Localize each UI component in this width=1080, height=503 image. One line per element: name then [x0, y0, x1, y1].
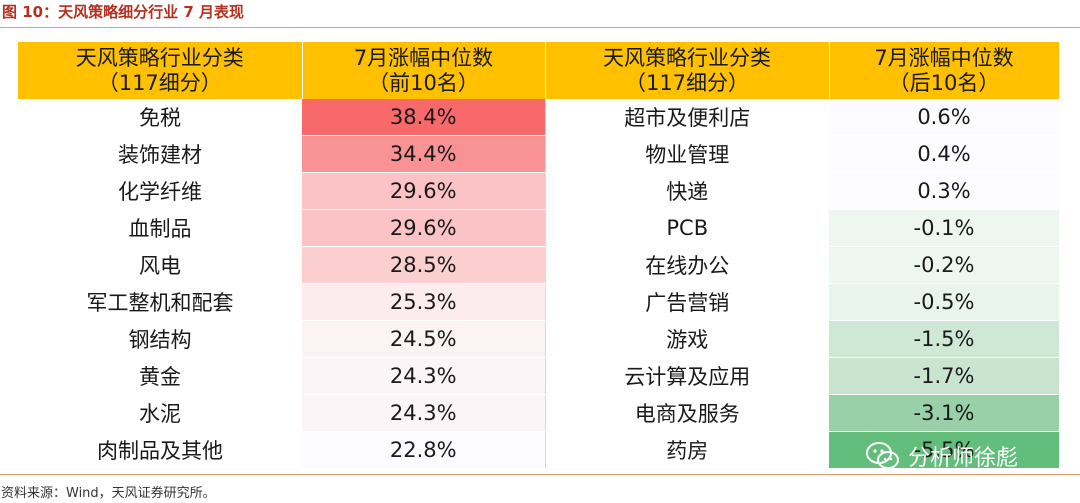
top-value-cell: 25.3% [302, 283, 545, 321]
bottom-industry-cell: 电商及服务 [544, 394, 829, 432]
bottom-value-cell: -0.2% [829, 246, 1059, 284]
table-row: 装饰建材 34.4% 物业管理 0.4% [18, 135, 1059, 173]
top-value-cell: 22.8% [302, 431, 545, 469]
bottom-industry-cell: 超市及便利店 [544, 99, 829, 136]
table-row: 血制品 29.6% PCB -0.1% [18, 209, 1059, 247]
bottom-value-cell: -3.1% [829, 394, 1059, 432]
top-value-cell: 24.3% [302, 394, 545, 432]
header-line: （117细分） [624, 70, 750, 95]
top-industry-cell: 军工整机和配套 [18, 283, 302, 321]
table-body: 免税 38.4% 超市及便利店 0.6% 装饰建材 34.4% 物业管理 0.4% 化学纤维 29… [18, 99, 1059, 469]
header-line: 天风策略行业分类 [75, 45, 244, 70]
bottom-value-cell: -1.5% [829, 320, 1059, 358]
bottom-divider [0, 474, 1080, 475]
watermark-text: 分析师徐彪 [908, 446, 1019, 471]
bottom-industry-cell: 快递 [544, 172, 829, 210]
top-industry-cell: 水泥 [18, 394, 302, 432]
top-industry-cell: 黄金 [18, 357, 302, 395]
bottom-value-cell: 0.6% [829, 99, 1059, 136]
top-value-cell: 38.4% [302, 99, 545, 136]
top-value-cell: 34.4% [302, 135, 545, 173]
wechat-icon [866, 442, 899, 469]
bottom-value-cell: 0.3% [829, 172, 1059, 210]
top-industry-cell: 化学纤维 [18, 172, 302, 210]
bottom-industry-cell: 在线办公 [544, 246, 829, 284]
header-line: （117细分） [97, 70, 222, 95]
table-row: 钢结构 24.5% 游戏 -1.5% [18, 320, 1059, 358]
figure-title: 图 10：天风策略细分行业 7 月表现 [2, 3, 244, 21]
header-line: （后10名） [888, 70, 1000, 95]
table-header-row: 天风策略行业分类 （117细分） 7月涨幅中位数 （前10名） 天风策略行业分类… [18, 42, 1060, 99]
top-value-cell: 24.5% [302, 320, 545, 358]
header-top-industry: 天风策略行业分类 （117细分） [18, 42, 303, 99]
table-row: 风电 28.5% 在线办公 -0.2% [18, 246, 1059, 284]
top-industry-cell: 血制品 [18, 209, 302, 247]
bottom-industry-cell: 游戏 [544, 320, 829, 358]
table-row: 化学纤维 29.6% 快递 0.3% [18, 172, 1059, 210]
bottom-value-cell: -0.5% [829, 283, 1059, 321]
top-industry-cell: 肉制品及其他 [18, 431, 302, 469]
table-row: 免税 38.4% 超市及便利店 0.6% [18, 99, 1059, 136]
bottom-industry-cell: PCB [544, 209, 829, 247]
header-line: 7月涨幅中位数 [353, 45, 494, 70]
header-top-value: 7月涨幅中位数 （前10名） [301, 42, 546, 99]
top-industry-cell: 风电 [18, 246, 302, 284]
table-row: 黄金 24.3% 云计算及应用 -1.7% [18, 357, 1059, 395]
bottom-value-cell: -0.1% [829, 209, 1059, 247]
top-value-cell: 28.5% [302, 246, 545, 284]
header-bottom-value: 7月涨幅中位数 （后10名） [828, 42, 1060, 99]
top-industry-cell: 免税 [18, 99, 302, 136]
bottom-industry-cell: 云计算及应用 [544, 357, 829, 395]
table-row: 水泥 24.3% 电商及服务 -3.1% [18, 394, 1059, 432]
bottom-industry-cell: 物业管理 [544, 135, 829, 173]
watermark: 分析师徐彪 [866, 440, 1018, 472]
bottom-industry-cell: 药房 [544, 431, 829, 469]
table-row: 军工整机和配套 25.3% 广告营销 -0.5% [18, 283, 1059, 321]
bottom-value-cell: -1.7% [829, 357, 1059, 395]
source-note: 资料来源：Wind，天风证券研究所。 [1, 486, 216, 501]
top-value-cell: 29.6% [302, 209, 545, 247]
top-industry-cell: 钢结构 [18, 320, 302, 358]
top-value-cell: 24.3% [302, 357, 545, 395]
top-industry-cell: 装饰建材 [18, 135, 302, 173]
industry-performance-table: 天风策略行业分类 （117细分） 7月涨幅中位数 （前10名） 天风策略行业分类… [18, 42, 1060, 469]
top-value-cell: 29.6% [302, 172, 545, 210]
header-line: 7月涨幅中位数 [874, 45, 1014, 70]
bottom-industry-cell: 广告营销 [544, 283, 829, 321]
header-line: （前10名） [368, 70, 479, 95]
top-divider [0, 27, 1080, 28]
header-line: 天风策略行业分类 [603, 45, 771, 70]
bottom-value-cell: 0.4% [829, 135, 1059, 173]
header-bottom-industry: 天风策略行业分类 （117细分） [544, 42, 830, 99]
